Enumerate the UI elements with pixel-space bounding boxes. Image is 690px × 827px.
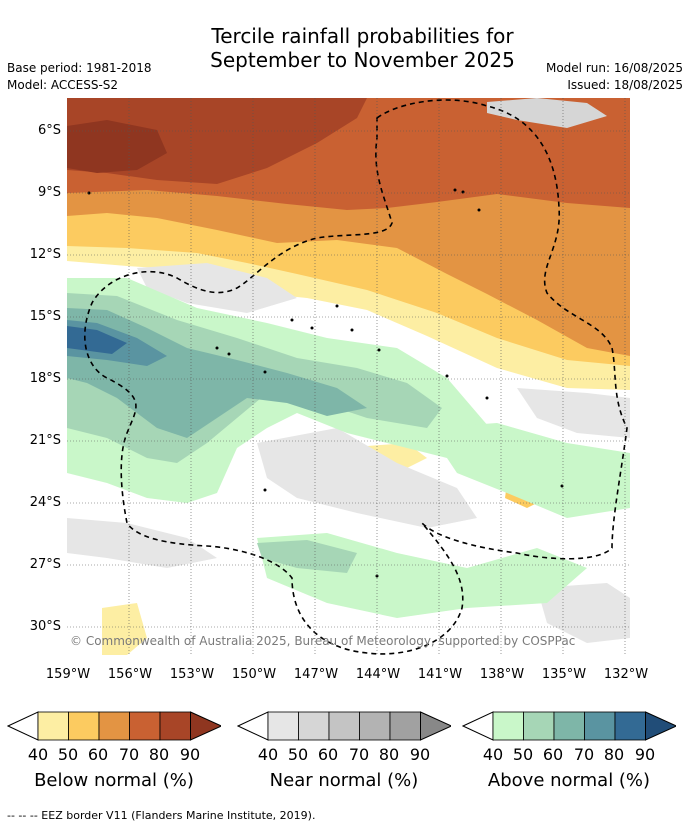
colorbar-tick: 80 <box>603 745 625 764</box>
lat-label: 30°S <box>29 619 61 634</box>
colorbar-segment <box>37 711 69 741</box>
base-period: Base period: 1981-2018 <box>7 61 152 75</box>
lat-label: 21°S <box>29 433 61 448</box>
colorbar-segment <box>328 711 360 741</box>
colorbar-tick: 50 <box>57 745 79 764</box>
colorbar-tick: 80 <box>378 745 400 764</box>
colorbar-low-extension <box>237 711 269 741</box>
lon-label: 135°W <box>541 667 587 682</box>
lon-label: 159°W <box>45 667 91 682</box>
colorbar-segment <box>389 711 421 741</box>
near-normal-west <box>137 263 297 313</box>
above-80-region <box>67 326 127 354</box>
colorbar-segment <box>159 711 191 741</box>
colorbar-low-extension <box>462 711 494 741</box>
colorbar-tick: 70 <box>573 745 595 764</box>
colorbar-tick: 60 <box>317 745 339 764</box>
below-30s-patch <box>102 603 147 655</box>
copyright-credit: © Commonwealth of Australia 2025, Bureau… <box>70 634 576 648</box>
colorbar-segment <box>492 711 524 741</box>
colorbar <box>237 711 451 741</box>
below-normal-colorbar <box>7 711 221 741</box>
colorbar-high-extension <box>420 711 451 741</box>
colorbar-tick: 70 <box>348 745 370 764</box>
lon-label: 153°W <box>169 667 215 682</box>
near-normal-north <box>487 98 607 128</box>
colorbar <box>7 711 221 741</box>
map-canvas <box>67 98 630 655</box>
lat-label: 12°S <box>29 247 61 262</box>
above-60-region <box>67 308 367 438</box>
colorbar-tick: 60 <box>87 745 109 764</box>
colorbar-tick: 60 <box>542 745 564 764</box>
lat-label: 24°S <box>29 495 61 510</box>
lat-label: 6°S <box>37 123 61 138</box>
gridlines <box>67 98 630 655</box>
model-name: Model: ACCESS-S2 <box>7 78 119 92</box>
colorbar-tick: 40 <box>257 745 279 764</box>
lon-label: 132°W <box>603 667 649 682</box>
lon-label: 147°W <box>293 667 339 682</box>
colorbar-segment <box>359 711 391 741</box>
colorbar-tick: 50 <box>287 745 309 764</box>
issued-date: Issued: 18/08/2025 <box>567 78 683 92</box>
lat-label: 9°S <box>37 185 61 200</box>
colorbar-segment <box>98 711 130 741</box>
colorbar-tick: 80 <box>148 745 170 764</box>
lon-label: 144°W <box>355 667 401 682</box>
colorbar-segment <box>68 711 100 741</box>
lat-label: 18°S <box>29 371 61 386</box>
above-40-east <box>427 423 630 518</box>
colorbar-tick: 40 <box>482 745 504 764</box>
below-90-region <box>67 120 167 173</box>
colorbar-tick: 40 <box>27 745 49 764</box>
near-normal-east <box>517 388 630 438</box>
model-run: Model run: 16/08/2025 <box>545 61 683 75</box>
near-normal-southwest <box>67 518 217 568</box>
eez-border <box>84 99 628 655</box>
title-line-1: Tercile rainfall probabilities for <box>211 24 514 48</box>
probability-map[interactable] <box>67 98 630 655</box>
colorbar-segment <box>523 711 555 741</box>
lat-label: 27°S <box>29 557 61 572</box>
title-line-2: September to November 2025 <box>210 48 515 72</box>
lon-label: 141°W <box>417 667 463 682</box>
colorbar-tick: 70 <box>118 745 140 764</box>
near-normal-label: Near normal (%) <box>269 770 419 791</box>
above-normal-label: Above normal (%) <box>487 770 651 791</box>
colorbar-high-extension <box>190 711 221 741</box>
colorbar-segment <box>584 711 616 741</box>
map-title: Tercile rainfall probabilities for Septe… <box>150 24 575 72</box>
model-info: Base period: 1981-2018 Model: ACCESS-S2 <box>7 60 152 94</box>
colorbar-segment <box>267 711 299 741</box>
colorbar-tick: 90 <box>634 745 656 764</box>
colorbar-segment <box>614 711 646 741</box>
colorbar <box>462 711 676 741</box>
colorbar-tick: 90 <box>409 745 431 764</box>
colorbar-high-extension <box>645 711 676 741</box>
colorbar-low-extension <box>7 711 39 741</box>
run-info: Model run: 16/08/2025 Issued: 18/08/2025 <box>546 60 683 94</box>
colorbar-segment <box>553 711 585 741</box>
above-normal-colorbar <box>462 711 676 741</box>
near-normal-southeast <box>537 583 630 643</box>
colorbar-tick: 50 <box>512 745 534 764</box>
near-normal-colorbar <box>237 711 451 741</box>
below-normal-label: Below normal (%) <box>34 770 194 791</box>
colorbar-tick: 90 <box>179 745 201 764</box>
colorbar-segment <box>298 711 330 741</box>
lon-label: 150°W <box>231 667 277 682</box>
colorbar-segment <box>129 711 161 741</box>
lon-label: 156°W <box>107 667 153 682</box>
lon-label: 138°W <box>479 667 525 682</box>
lat-label: 15°S <box>29 309 61 324</box>
eez-footnote: -- -- -- EEZ border V11 (Flanders Marine… <box>7 809 316 822</box>
